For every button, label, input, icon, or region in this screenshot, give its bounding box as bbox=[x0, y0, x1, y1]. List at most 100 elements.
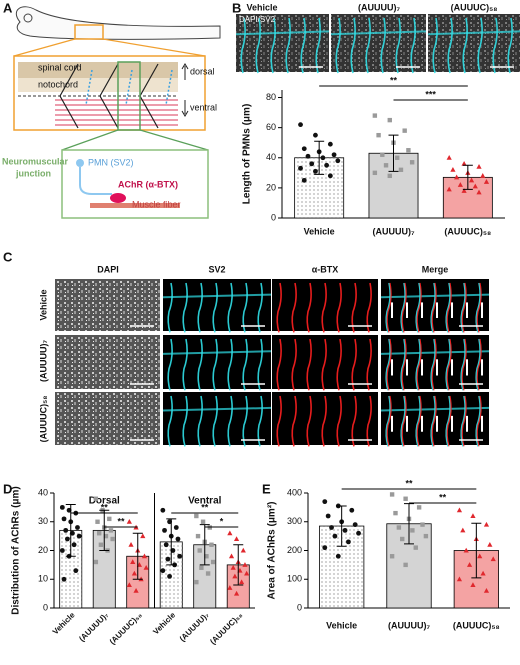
micrograph-signal bbox=[270, 17, 276, 74]
y-axis-label: Distribution of AChRs (μm) bbox=[11, 486, 22, 615]
data-point bbox=[387, 173, 392, 179]
error-bar bbox=[471, 522, 482, 579]
x-tick-label: (AUUUU)₇ bbox=[77, 611, 110, 644]
micrograph-signal bbox=[400, 282, 406, 333]
micrograph-signal bbox=[291, 395, 297, 447]
data-point bbox=[454, 174, 460, 180]
data-point bbox=[457, 182, 463, 187]
data-point bbox=[133, 587, 139, 593]
y-tick-label: 0 bbox=[43, 602, 48, 612]
y-tick-label: 0 bbox=[271, 212, 276, 222]
micrograph-signal bbox=[421, 359, 423, 376]
data-point bbox=[380, 152, 385, 157]
data-point bbox=[450, 167, 456, 172]
data-point bbox=[209, 542, 214, 547]
data-point bbox=[160, 568, 166, 574]
data-point bbox=[383, 163, 389, 168]
micrograph-signal bbox=[391, 415, 393, 432]
micrograph-signal bbox=[380, 17, 386, 74]
micrograph-signal bbox=[416, 338, 422, 391]
data-point bbox=[71, 542, 77, 548]
micrograph-signal bbox=[182, 282, 188, 333]
data-point bbox=[393, 510, 398, 516]
data-point bbox=[476, 189, 482, 195]
micrograph-signal bbox=[436, 359, 438, 376]
x-tick-label: Vehicle bbox=[151, 610, 177, 636]
data-point bbox=[483, 521, 490, 527]
error-bar bbox=[404, 503, 414, 545]
x-tick-label: (AUUUC)₅₈ bbox=[453, 620, 500, 630]
micrograph-signal bbox=[481, 302, 483, 318]
data-point bbox=[387, 117, 392, 123]
y-tick-label: 300 bbox=[287, 516, 302, 526]
panel-label: E bbox=[262, 481, 271, 496]
micrograph-signal bbox=[446, 395, 452, 447]
micrograph-signal bbox=[391, 302, 393, 318]
x-tick-label: (AUUUC)₅₈ bbox=[108, 610, 144, 646]
data-point bbox=[410, 528, 415, 533]
data-point bbox=[232, 573, 238, 579]
data-point bbox=[487, 541, 493, 547]
micrograph-signal bbox=[466, 302, 468, 318]
micrograph-signal bbox=[431, 282, 437, 333]
data-point bbox=[352, 522, 358, 528]
data-point bbox=[423, 533, 429, 539]
significance-label: ** bbox=[117, 516, 125, 526]
data-point bbox=[483, 179, 490, 184]
panel-label: B bbox=[232, 0, 241, 15]
micrograph bbox=[55, 335, 160, 389]
data-point bbox=[349, 507, 355, 513]
data-point bbox=[446, 186, 452, 192]
micrographs bbox=[55, 279, 490, 447]
row-label: (AUUUC)₅₈ bbox=[38, 396, 48, 443]
group-label: Dorsal bbox=[89, 496, 120, 507]
schematic-label: AChR (α-BTX) bbox=[118, 179, 178, 189]
data-point bbox=[332, 533, 338, 539]
data-point bbox=[205, 571, 211, 576]
micrograph-signal bbox=[167, 282, 173, 333]
data-point bbox=[298, 165, 303, 171]
data-point bbox=[327, 141, 333, 147]
data-point bbox=[165, 556, 171, 562]
data-point bbox=[240, 547, 246, 553]
micrograph-tint bbox=[331, 14, 426, 72]
micrograph-signal bbox=[481, 415, 483, 432]
schematic-label: notochord bbox=[38, 79, 78, 89]
data-point bbox=[324, 162, 330, 168]
micrograph-signal bbox=[430, 395, 436, 447]
micrograph-signal bbox=[430, 338, 436, 391]
micrograph-signal bbox=[406, 359, 408, 376]
image-header: (AUUUC)₅₈ bbox=[451, 2, 498, 12]
data-point bbox=[195, 533, 201, 539]
data-point bbox=[242, 562, 248, 567]
data-point bbox=[167, 573, 172, 579]
data-point bbox=[177, 553, 183, 559]
micrograph-signal bbox=[401, 395, 407, 447]
micrograph-signal bbox=[212, 395, 218, 447]
data-point bbox=[389, 492, 395, 497]
micrograph-signal bbox=[446, 338, 452, 391]
data-point bbox=[239, 579, 245, 585]
data-point bbox=[305, 153, 311, 159]
micrograph-signal bbox=[235, 30, 330, 36]
data-point bbox=[64, 536, 70, 542]
micrograph-signal bbox=[227, 395, 233, 447]
data-point bbox=[313, 168, 318, 174]
micrograph-signal bbox=[445, 395, 451, 447]
micrograph-signal bbox=[451, 302, 453, 318]
micrograph-signal bbox=[427, 30, 520, 36]
data-point bbox=[130, 559, 136, 564]
y-tick-label: 80 bbox=[266, 92, 276, 102]
data-point bbox=[413, 545, 418, 550]
micrograph-signal bbox=[386, 395, 392, 447]
y-tick-label: 60 bbox=[266, 122, 276, 132]
schematic-label: spinal cord bbox=[38, 62, 82, 72]
schematic bbox=[13, 6, 221, 219]
y-tick-label: 20 bbox=[38, 545, 48, 555]
micrograph-signal bbox=[335, 17, 341, 74]
data-point bbox=[456, 576, 463, 582]
micrograph-signal bbox=[481, 359, 483, 376]
data-point bbox=[76, 533, 82, 539]
data-point bbox=[175, 536, 181, 542]
data-point bbox=[233, 536, 240, 541]
